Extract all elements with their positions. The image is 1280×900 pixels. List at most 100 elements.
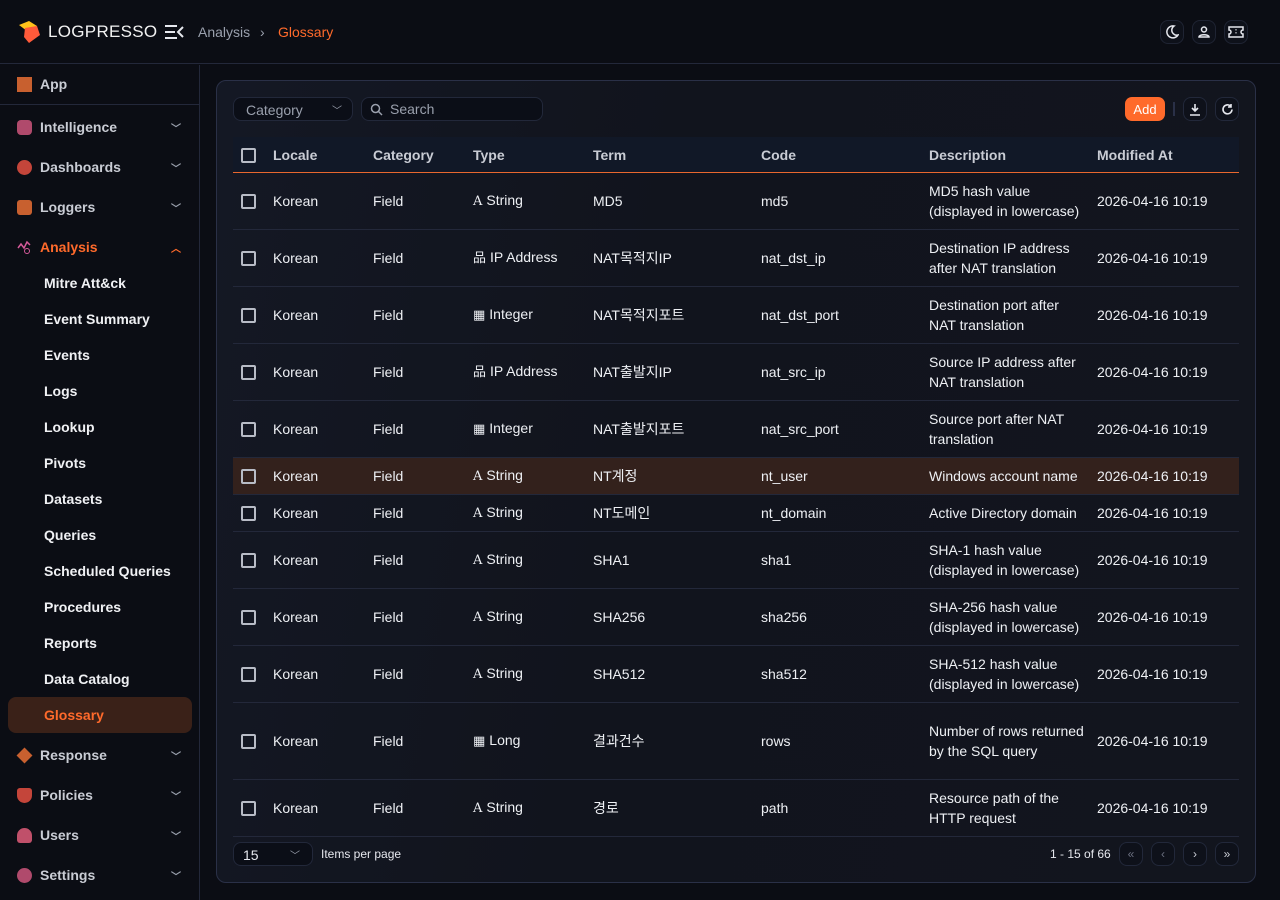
column-description[interactable]: Description: [929, 147, 1007, 163]
sidebar-item-settings[interactable]: Settings ﹀: [0, 857, 200, 893]
cell-description: Active Directory domain: [929, 505, 1077, 521]
table-row[interactable]: Korean Field A String NT도메인 nt_domain Act…: [233, 495, 1239, 532]
cell-description: Source IP address after NAT translation: [929, 354, 1076, 390]
row-checkbox[interactable]: [241, 422, 256, 437]
cell-locale: Korean: [273, 505, 319, 521]
sidebar-item-mitre[interactable]: Mitre Att&ck: [44, 275, 126, 291]
items-per-page-value: 15: [243, 847, 259, 863]
sidebar-item-loggers[interactable]: Loggers ﹀: [0, 189, 200, 225]
category-filter-select[interactable]: Category ﹀: [233, 97, 353, 121]
row-checkbox[interactable]: [241, 734, 256, 749]
download-button[interactable]: [1183, 97, 1207, 121]
row-checkbox[interactable]: [241, 308, 256, 323]
column-modified-at[interactable]: Modified At: [1097, 147, 1173, 163]
table-row[interactable]: Korean Field 品 IP Address NAT출발지IP nat_sr…: [233, 344, 1239, 401]
first-page-button[interactable]: «: [1119, 842, 1143, 866]
sidebar-item-data-catalog[interactable]: Data Catalog: [44, 671, 130, 687]
cell-category: Field: [373, 364, 404, 380]
column-type[interactable]: Type: [473, 147, 505, 163]
breadcrumb-analysis[interactable]: Analysis: [198, 24, 251, 40]
sidebar-item-dashboards[interactable]: Dashboards ﹀: [0, 149, 200, 185]
sidebar-item-datasets[interactable]: Datasets: [44, 491, 103, 507]
row-checkbox[interactable]: [241, 365, 256, 380]
sidebar-item-label: Dashboards: [40, 159, 121, 175]
sidebar-item-scheduled-queries[interactable]: Scheduled Queries: [44, 563, 171, 579]
cell-code: sha1: [761, 552, 792, 568]
sidebar-item-reports[interactable]: Reports: [44, 635, 97, 651]
table-row[interactable]: Korean Field A String SHA256 sha256 SHA-2…: [233, 589, 1239, 646]
row-checkbox[interactable]: [241, 506, 256, 521]
sidebar-item-queries[interactable]: Queries: [44, 527, 97, 543]
row-checkbox[interactable]: [241, 194, 256, 209]
select-all-checkbox[interactable]: [241, 148, 256, 163]
row-checkbox[interactable]: [241, 801, 256, 816]
sidebar-item-label: Loggers: [40, 199, 96, 215]
table-row[interactable]: Korean Field A String MD5 md5 MD5 hash va…: [233, 173, 1239, 230]
column-term[interactable]: Term: [593, 147, 627, 163]
search-input[interactable]: Search: [361, 97, 543, 121]
puzzle-icon: [17, 119, 32, 135]
analysis-icon: [17, 240, 31, 254]
table-row[interactable]: Korean Field ▦ Integer NAT목적지포트 nat_dst_p…: [233, 287, 1239, 344]
sidebar-item-label: Intelligence: [40, 119, 118, 135]
cell-modified-at: 2026-04-16 10:19: [1097, 733, 1208, 749]
string-type-icon: A: [473, 469, 483, 484]
sidebar-item-label: Analysis: [40, 239, 98, 255]
sidebar-item-label: Users: [40, 827, 79, 843]
license-button[interactable]: [1224, 20, 1248, 44]
last-page-button[interactable]: »: [1215, 842, 1239, 866]
cell-code: nt_domain: [761, 505, 827, 521]
prev-page-button[interactable]: ‹: [1151, 842, 1175, 866]
row-checkbox[interactable]: [241, 251, 256, 266]
column-locale[interactable]: Locale: [273, 147, 318, 163]
sidebar-item-pivots[interactable]: Pivots: [44, 455, 87, 471]
cell-term: NAT목적지포트: [593, 307, 685, 323]
add-button[interactable]: Add: [1125, 97, 1165, 121]
sidebar-item-users[interactable]: Users ﹀: [0, 817, 200, 853]
sidebar-item-analysis[interactable]: Analysis ︿: [0, 229, 200, 265]
cell-description: Destination IP address after NAT transla…: [929, 240, 1070, 276]
table-row[interactable]: Korean Field ▦ Long 결과건수 rows Number of r…: [233, 703, 1239, 780]
moon-icon: [1166, 25, 1179, 39]
sidebar-item-events[interactable]: Events: [44, 347, 90, 363]
table-row[interactable]: Korean Field A String SHA1 sha1 SHA-1 has…: [233, 532, 1239, 589]
table-row[interactable]: Korean Field 品 IP Address NAT목적지IP nat_ds…: [233, 230, 1239, 287]
table-row[interactable]: Korean Field A String SHA512 sha512 SHA-5…: [233, 646, 1239, 703]
next-page-button[interactable]: ›: [1183, 842, 1207, 866]
cell-category: Field: [373, 733, 404, 749]
table-header: Locale Category Type Term Code Descripti…: [233, 137, 1239, 173]
column-category[interactable]: Category: [373, 147, 434, 163]
items-per-page-select[interactable]: 15 ﹀: [233, 842, 313, 866]
sidebar-item-lookup[interactable]: Lookup: [44, 419, 95, 435]
cell-category: Field: [373, 421, 404, 437]
sidebar-item-intelligence[interactable]: Intelligence ﹀: [0, 109, 200, 145]
theme-toggle-button[interactable]: [1160, 20, 1184, 44]
number-type-icon: ▦: [473, 308, 486, 323]
table-body: Korean Field A String MD5 md5 MD5 hash va…: [233, 173, 1239, 837]
row-checkbox[interactable]: [241, 610, 256, 625]
user-profile-button[interactable]: [1192, 20, 1216, 44]
refresh-button[interactable]: [1215, 97, 1239, 121]
sidebar-item-procedures[interactable]: Procedures: [44, 599, 122, 615]
sidebar-item-app[interactable]: App: [0, 66, 200, 102]
column-code[interactable]: Code: [761, 147, 796, 163]
row-checkbox[interactable]: [241, 553, 256, 568]
table-row[interactable]: Korean Field A String NT계정 nt_user Window…: [233, 458, 1239, 495]
sidebar-item-event-summary[interactable]: Event Summary: [44, 311, 150, 327]
sidebar-item-response[interactable]: Response ﹀: [0, 737, 200, 773]
cell-code: path: [761, 800, 789, 816]
cell-modified-at: 2026-04-16 10:19: [1097, 193, 1208, 209]
table-row[interactable]: Korean Field ▦ Integer NAT출발지포트 nat_src_p…: [233, 401, 1239, 458]
row-checkbox[interactable]: [241, 667, 256, 682]
row-checkbox[interactable]: [241, 469, 256, 484]
menu-collapse-icon[interactable]: [164, 23, 184, 41]
cell-locale: Korean: [273, 800, 319, 816]
items-per-page-label: Items per page: [321, 847, 402, 861]
sidebar-item-logs[interactable]: Logs: [44, 383, 78, 399]
sidebar-item-glossary[interactable]: Glossary: [44, 707, 104, 723]
cell-locale: Korean: [273, 666, 319, 682]
sidebar-item-policies[interactable]: Policies ﹀: [0, 777, 200, 813]
chevron-down-icon: ﹀: [332, 106, 342, 117]
cell-code: nat_src_ip: [761, 364, 826, 380]
table-row[interactable]: Korean Field A String 경로 path Resource pa…: [233, 780, 1239, 837]
